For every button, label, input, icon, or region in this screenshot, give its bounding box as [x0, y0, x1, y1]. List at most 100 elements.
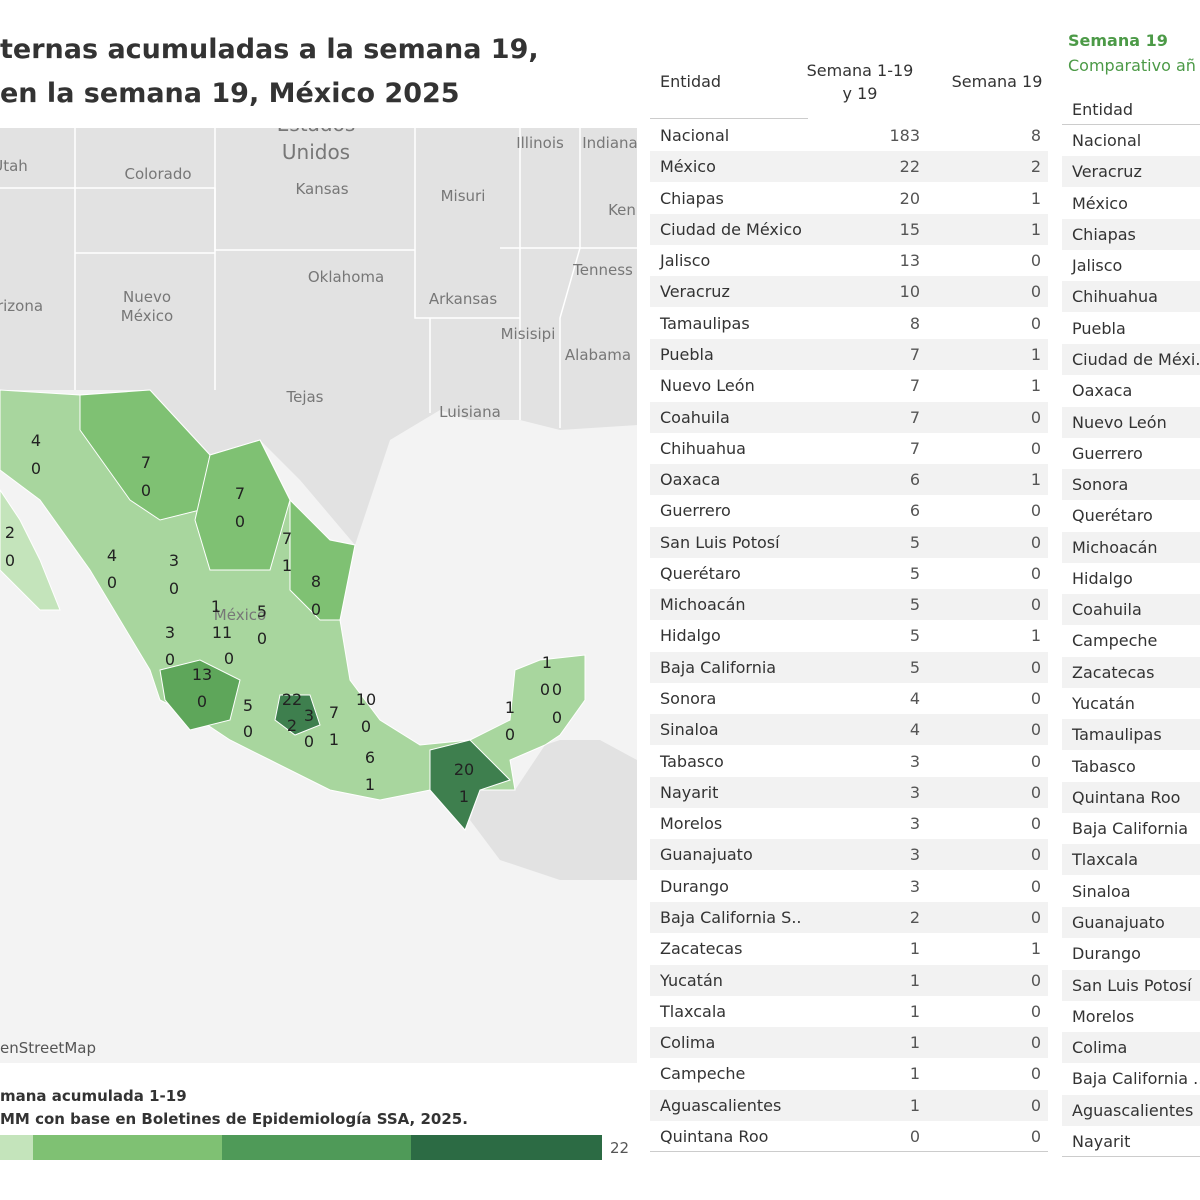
- place-label: Utah: [0, 157, 28, 175]
- value: 2: [909, 908, 920, 927]
- row-stripe: [1062, 218, 1200, 250]
- row-stripe: [1062, 281, 1200, 313]
- state-name: Tamaulipas: [1072, 725, 1162, 745]
- state-name: Coahuila: [1072, 600, 1142, 620]
- place-label: Tejas: [285, 388, 323, 406]
- row-stripe: [650, 151, 1048, 183]
- place-label: Oklahoma: [308, 268, 384, 286]
- value: 1: [1030, 939, 1041, 959]
- value: 5: [909, 532, 920, 552]
- value: 1: [909, 1001, 920, 1021]
- state-name: San Luis Potosí: [1072, 975, 1192, 995]
- state-name: Durango: [1072, 944, 1141, 964]
- state-value: 1: [365, 775, 375, 794]
- state-name: Guerrero: [1072, 443, 1143, 463]
- value: 0: [1030, 908, 1041, 927]
- place-label: Ken: [608, 201, 636, 219]
- state-value: 0: [235, 512, 245, 531]
- header: y 19: [842, 84, 878, 103]
- row-stripe: [650, 1089, 1048, 1121]
- value: 1: [909, 939, 920, 959]
- state-name: Nacional: [660, 126, 730, 145]
- header: Entidad: [1072, 100, 1134, 119]
- value: 0: [1030, 595, 1041, 615]
- state-borders: [0, 128, 637, 428]
- state-value: 0: [224, 649, 234, 668]
- place-label: Kansas: [295, 180, 348, 198]
- state-name: Sonora: [1072, 475, 1129, 495]
- state: [79, 389, 211, 521]
- value: 10: [899, 282, 920, 302]
- value: 0: [1030, 563, 1041, 583]
- state-name: Guanajuato: [1072, 913, 1165, 932]
- row-stripe: [650, 526, 1048, 558]
- row-stripe: [1062, 343, 1200, 375]
- place-label: Alabama: [565, 346, 631, 364]
- place-label: Arkansas: [429, 290, 498, 308]
- value: 0: [1030, 876, 1041, 896]
- value: 0: [1030, 689, 1041, 709]
- place-label: México: [214, 606, 266, 624]
- state-name: Puebla: [660, 344, 714, 364]
- state-name: Morelos: [660, 814, 723, 834]
- row-stripe: [1062, 594, 1200, 626]
- row-stripe: [650, 401, 1048, 433]
- value: 20: [899, 188, 920, 208]
- row-stripe: [650, 651, 1048, 683]
- value: 5: [909, 657, 920, 677]
- legend-swatch: [411, 1135, 602, 1160]
- state-name: Chihuahua: [1072, 287, 1158, 307]
- value: 7: [909, 407, 920, 427]
- value: 6: [909, 470, 920, 490]
- state-name: Colima: [1072, 1038, 1128, 1058]
- state: [274, 694, 321, 736]
- row-stripe: [650, 839, 1048, 871]
- row-stripe: [650, 464, 1048, 496]
- value: 3: [909, 845, 920, 865]
- place-label: Tenness: [572, 261, 633, 279]
- value: 0: [1030, 720, 1041, 740]
- place-label: Luisiana: [439, 403, 501, 421]
- state-value: 0: [107, 573, 117, 592]
- state-value: 0: [5, 551, 15, 570]
- value: 0: [1030, 1064, 1041, 1084]
- attribution: enStreetMap: [0, 1039, 96, 1057]
- state-value: 1: [211, 597, 221, 616]
- state-name: Chiapas: [660, 188, 724, 208]
- state-name: Baja California S..: [660, 908, 802, 927]
- place-label: Colorado: [124, 165, 191, 183]
- us-land: [0, 128, 637, 545]
- place-label: Indiana: [582, 134, 637, 152]
- state-value: 0: [243, 722, 253, 741]
- row-stripe: [650, 338, 1048, 370]
- state-value: 0: [141, 481, 151, 500]
- value: 5: [909, 626, 920, 646]
- state-name: Chiapas: [1072, 224, 1136, 244]
- state-name: Aguascalientes: [1072, 1100, 1194, 1120]
- legend-bar: 22: [0, 1135, 629, 1160]
- value: 0: [1030, 438, 1041, 458]
- row-stripe: [650, 776, 1048, 808]
- legend-swatch: [0, 1135, 33, 1160]
- value: 3: [909, 876, 920, 896]
- value: 0: [1030, 282, 1041, 302]
- header: Semana 19: [951, 72, 1043, 91]
- table2-title: Semana 19: [1068, 31, 1168, 50]
- state-name: Morelos: [1072, 1006, 1135, 1026]
- state-value: 4: [107, 546, 117, 565]
- state-value: 4: [31, 431, 41, 450]
- state-name: Oaxaca: [1072, 381, 1133, 401]
- state-name: Jalisco: [1072, 256, 1123, 276]
- state-name: Guanajuato: [660, 845, 753, 865]
- state-name: Querétaro: [660, 563, 741, 583]
- value: 3: [909, 782, 920, 802]
- row-stripe: [650, 964, 1048, 996]
- value: 0: [1030, 970, 1041, 990]
- header-rule: [1062, 124, 1200, 125]
- baja: [0, 489, 61, 611]
- row-stripe: [1062, 844, 1200, 876]
- state-value: 20: [454, 760, 474, 779]
- title: ternas acumuladas a la semana 19,: [0, 34, 539, 65]
- state-value: 7: [282, 529, 292, 548]
- state-name: Colima: [660, 1033, 716, 1053]
